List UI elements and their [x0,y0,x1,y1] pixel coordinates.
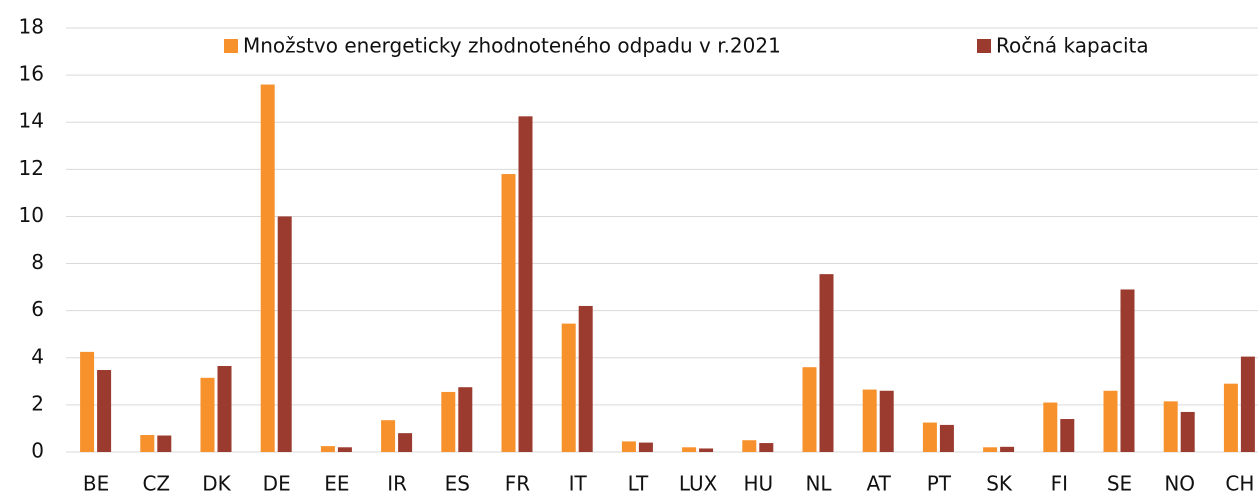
legend-label: Množstvo energeticky zhodnoteného odpadu… [243,34,781,58]
bar [638,442,653,452]
x-tick-label: IR [387,472,407,496]
bar [200,377,215,452]
x-tick-label: LT [628,472,649,496]
x-tick-label: SK [986,472,1013,496]
bar [802,367,817,452]
y-tick-label: 10 [19,203,44,227]
bar [1120,289,1135,452]
bar [819,274,834,452]
bar [862,389,877,452]
y-tick-label: 8 [31,250,44,274]
bar [561,323,576,452]
y-tick-label: 4 [31,344,44,368]
x-tick-label: DK [202,472,231,496]
bar [337,447,352,452]
bar [381,420,396,452]
legend-swatch [224,39,238,53]
bar [682,447,697,452]
x-tick-label: HU [743,472,773,496]
x-tick-label: CH [1225,472,1254,496]
x-tick-label: EE [324,472,349,496]
bar [1240,356,1255,452]
bar [578,305,593,452]
x-tick-label: NL [805,472,832,496]
x-tick-label: FI [1051,472,1068,496]
legend-swatch [977,39,991,53]
y-tick-label: 12 [19,156,44,180]
x-tick-label: PT [927,472,952,496]
y-tick-label: 6 [31,297,44,321]
x-tick-label: NO [1164,472,1195,496]
x-tick-label: ES [445,472,470,496]
x-tick-label: FR [505,472,531,496]
legend-label: Ročná kapacita [996,34,1149,58]
y-tick-label: 14 [19,109,44,133]
bar [320,446,335,452]
bar [441,391,456,452]
x-tick-label: CZ [142,472,170,496]
bar [501,174,516,453]
bar [879,390,894,452]
y-tick-label: 16 [19,62,44,86]
y-tick-label: 0 [31,439,44,463]
bar [983,447,998,452]
bar [699,448,714,452]
bar [759,443,774,452]
bar [157,435,172,452]
bar [217,366,232,452]
bar [518,116,533,452]
bar [939,424,954,452]
bar [80,351,95,452]
bar [742,440,757,452]
x-tick-label: DE [263,472,291,496]
bar [260,84,275,453]
x-tick-label: LUX [679,472,718,496]
x-tick-label: AT [867,472,892,496]
bar [277,216,292,452]
x-tick-label: BE [83,472,109,496]
y-tick-label: 18 [19,15,44,39]
bar [1223,383,1238,452]
bar [922,422,937,452]
y-tick-label: 2 [31,391,44,415]
bar [1060,419,1075,452]
bar [1000,446,1015,452]
x-tick-label: SE [1107,472,1132,496]
bar [140,435,155,452]
x-tick-label: IT [569,472,588,496]
bar [1180,411,1195,452]
bar [458,387,473,452]
bar [1163,401,1178,452]
bar [621,441,636,452]
bar [97,370,112,452]
bar [1043,402,1058,452]
bar [398,433,413,452]
bar [1103,390,1118,452]
